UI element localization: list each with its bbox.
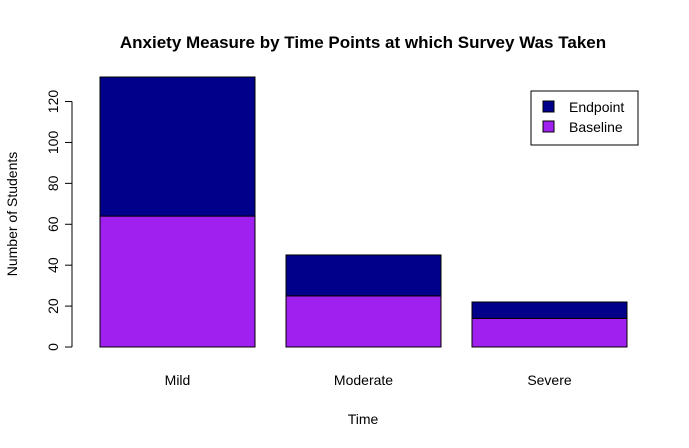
legend-label-baseline: Baseline [569, 119, 623, 135]
bar-baseline-severe [471, 317, 628, 348]
legend-label-endpoint: Endpoint [569, 99, 624, 115]
y-tick-label: 60 [45, 216, 61, 232]
bar-baseline-moderate [285, 295, 442, 348]
legend-box [530, 90, 639, 146]
y-tick-label: 80 [45, 175, 61, 191]
y-axis-label: Number of Students [4, 152, 20, 277]
bar-endpoint-mild [99, 76, 256, 217]
y-axis: 0 20 40 60 80 100 120 [45, 90, 73, 351]
bar-endpoint-moderate [285, 254, 442, 297]
chart-title: Anxiety Measure by Time Points at which … [120, 33, 606, 52]
legend: Endpoint Baseline [530, 90, 639, 146]
x-tick-label: Severe [527, 372, 572, 388]
x-tick-label: Mild [165, 372, 191, 388]
y-tick-label: 100 [45, 131, 61, 155]
x-tick-labels: Mild Moderate Severe [165, 372, 572, 388]
y-tick-label: 20 [45, 298, 61, 314]
bar-endpoint-severe [471, 301, 628, 319]
y-tick-label: 120 [45, 90, 61, 114]
x-axis-label: Time [348, 411, 379, 427]
legend-swatch-baseline [542, 120, 555, 133]
bar-baseline-mild [99, 215, 256, 348]
y-tick-label: 0 [45, 343, 61, 351]
legend-swatch-endpoint [542, 100, 555, 113]
x-tick-label: Moderate [334, 372, 393, 388]
y-tick-label: 40 [45, 257, 61, 273]
bars-group [99, 76, 628, 348]
